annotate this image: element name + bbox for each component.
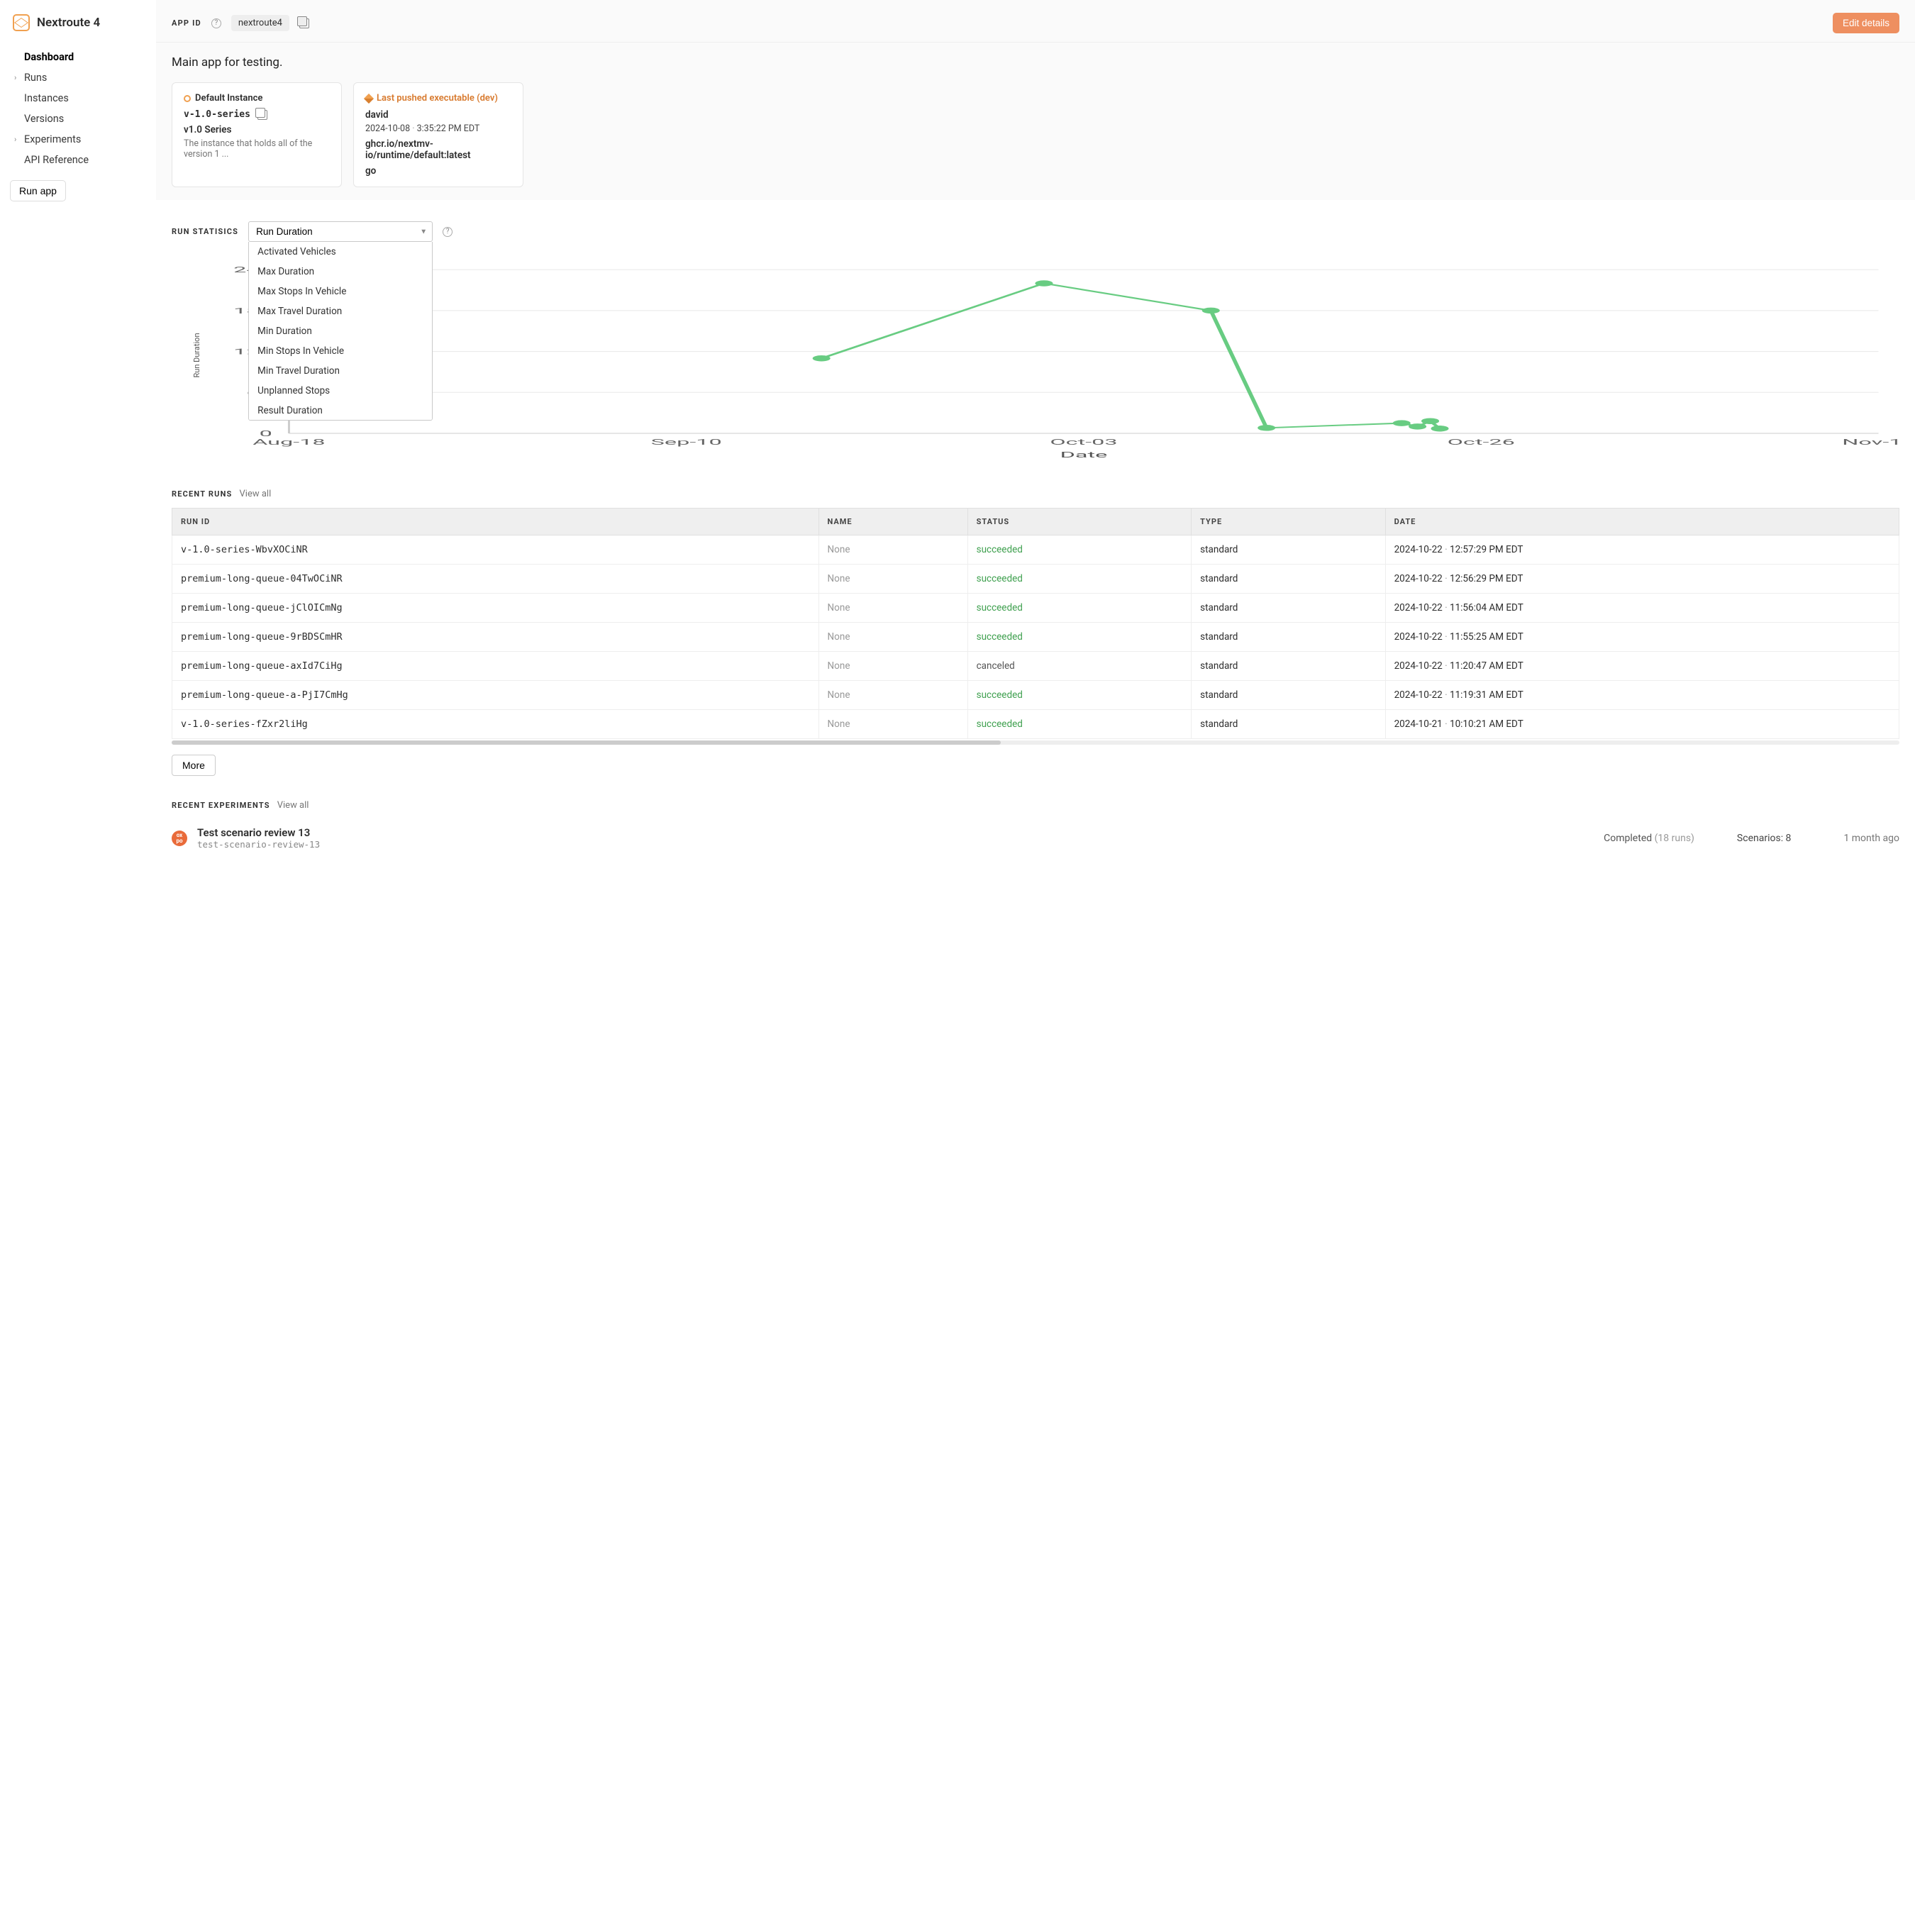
help-icon[interactable]: ? xyxy=(211,18,221,28)
experiment-age: 1 month ago xyxy=(1843,833,1899,844)
edit-details-button[interactable]: Edit details xyxy=(1833,13,1899,33)
table-header: NAME xyxy=(818,509,967,535)
svg-text:Date: Date xyxy=(1060,450,1108,460)
card-header: Default Instance xyxy=(195,93,262,104)
experiment-scenarios: Scenarios: 8 xyxy=(1737,833,1792,844)
svg-text:Sep-10: Sep-10 xyxy=(651,438,722,447)
dropdown-option[interactable]: Result Duration xyxy=(249,401,432,421)
pushed-date: 2024-10-08 xyxy=(365,123,410,134)
sidebar-item-experiments[interactable]: ›Experiments xyxy=(10,129,145,150)
dropdown-option[interactable]: Unplanned Stops xyxy=(249,381,432,401)
dropdown-option[interactable]: Min Travel Duration xyxy=(249,361,432,381)
table-row[interactable]: premium-long-queue-04TwOCiNRNonesucceede… xyxy=(172,565,1899,594)
pushed-user: david xyxy=(365,109,511,121)
table-row[interactable]: premium-long-queue-jClOICmNgNonesucceede… xyxy=(172,594,1899,623)
help-icon[interactable]: ? xyxy=(443,227,453,237)
stats-metric-menu: Activated VehiclesMax DurationMax Stops … xyxy=(248,242,433,421)
main-content: APP ID ? nextroute4 Edit details Main ap… xyxy=(156,0,1915,1932)
experiment-title: Test scenario review 13 xyxy=(197,826,320,839)
more-runs-button[interactable]: More xyxy=(172,755,216,776)
copy-icon[interactable] xyxy=(257,110,267,120)
sidebar-nav: Dashboard›RunsInstancesVersions›Experime… xyxy=(10,47,145,170)
experiment-badge-icon: oxpo xyxy=(172,831,187,846)
experiment-subtitle: test-scenario-review-13 xyxy=(197,839,320,850)
stats-metric-dropdown[interactable]: ▼ Activated VehiclesMax DurationMax Stop… xyxy=(248,221,433,242)
recent-experiments-section: RECENT EXPERIMENTS View all oxpo Test sc… xyxy=(156,793,1915,874)
stats-header: RUN STATISICS xyxy=(172,227,238,236)
view-all-runs-link[interactable]: View all xyxy=(240,489,272,499)
copy-icon[interactable] xyxy=(299,18,309,28)
app-logo-row: Nextroute 4 xyxy=(10,14,145,31)
app-logo-icon xyxy=(13,14,30,31)
last-pushed-card[interactable]: Last pushed executable (dev) david 2024-… xyxy=(353,82,523,187)
dropdown-option[interactable]: Min Duration xyxy=(249,321,432,341)
card-header: Last pushed executable (dev) xyxy=(377,93,498,104)
recent-experiments-header: RECENT EXPERIMENTS xyxy=(172,801,270,810)
topbar: APP ID ? nextroute4 Edit details xyxy=(156,0,1915,43)
table-scrollbar[interactable] xyxy=(172,740,1899,745)
table-header: STATUS xyxy=(967,509,1192,535)
experiment-runs: (18 runs) xyxy=(1655,833,1694,844)
dropdown-option[interactable]: Max Travel Duration xyxy=(249,301,432,321)
sidebar-item-label: Instances xyxy=(24,92,69,104)
dropdown-option[interactable]: Min Stops In Vehicle xyxy=(249,341,432,361)
recent-runs-table: RUN IDNAMESTATUSTYPEDATE v-1.0-series-Wb… xyxy=(172,508,1899,739)
experiment-status: Completed xyxy=(1604,833,1652,844)
instance-icon xyxy=(184,95,191,102)
default-instance-card[interactable]: Default Instance v-1.0-series v1.0 Serie… xyxy=(172,82,342,187)
svg-text:Oct-03: Oct-03 xyxy=(1050,438,1117,447)
recent-runs-section: RECENT RUNS View all RUN IDNAMESTATUSTYP… xyxy=(156,472,1915,793)
svg-text:0: 0 xyxy=(260,429,272,438)
sidebar-item-dashboard[interactable]: Dashboard xyxy=(10,47,145,67)
stats-metric-input[interactable] xyxy=(248,221,433,242)
executable-icon xyxy=(364,93,374,103)
table-row[interactable]: premium-long-queue-a-PjI7CmHgNonesucceed… xyxy=(172,681,1899,710)
instance-id: v-1.0-series xyxy=(184,109,250,120)
svg-text:Oct-26: Oct-26 xyxy=(1448,438,1515,447)
sidebar-item-api-reference[interactable]: API Reference xyxy=(10,150,145,170)
dropdown-option[interactable]: Max Stops In Vehicle xyxy=(249,282,432,301)
table-row[interactable]: premium-long-queue-9rBDSCmHRNonesucceede… xyxy=(172,623,1899,652)
table-header: RUN ID xyxy=(172,509,819,535)
experiment-row[interactable]: oxpo Test scenario review 13 test-scenar… xyxy=(172,819,1899,857)
run-app-button[interactable]: Run app xyxy=(10,180,66,201)
sidebar-item-label: Experiments xyxy=(24,133,81,145)
sidebar-item-label: Dashboard xyxy=(24,51,74,63)
run-statistics-section: RUN STATISICS ▼ Activated VehiclesMax Du… xyxy=(156,200,1915,472)
dropdown-option[interactable]: Max Duration xyxy=(249,262,432,282)
instance-desc: The instance that holds all of the versi… xyxy=(184,138,330,160)
chevron-right-icon: › xyxy=(14,135,21,144)
run-duration-chart: Run Duration 060120180240Aug-18Sep-10Oct… xyxy=(184,249,1899,462)
sidebar-item-instances[interactable]: Instances xyxy=(10,88,145,109)
table-row[interactable]: v-1.0-series-fZxr2liHgNonesucceededstand… xyxy=(172,710,1899,739)
svg-text:Nov-19: Nov-19 xyxy=(1842,438,1899,447)
chevron-right-icon: › xyxy=(14,73,21,82)
instance-title: v1.0 Series xyxy=(184,124,330,135)
app-name: Nextroute 4 xyxy=(37,16,100,30)
sidebar: Nextroute 4 Dashboard›RunsInstancesVersi… xyxy=(0,0,156,1932)
app-id-value: nextroute4 xyxy=(238,18,282,28)
app-description: Main app for testing. xyxy=(172,55,1899,70)
app-id-label: APP ID xyxy=(172,18,201,28)
sidebar-item-label: Versions xyxy=(24,113,64,125)
table-header: TYPE xyxy=(1192,509,1385,535)
sidebar-item-runs[interactable]: ›Runs xyxy=(10,67,145,88)
pushed-time: 3:35:22 PM EDT xyxy=(412,123,479,134)
table-header: DATE xyxy=(1385,509,1899,535)
dropdown-option[interactable]: Activated Vehicles xyxy=(249,242,432,262)
recent-runs-header: RECENT RUNS xyxy=(172,489,233,499)
table-row[interactable]: v-1.0-series-WbvXOCiNRNonesucceededstand… xyxy=(172,535,1899,565)
sidebar-item-label: API Reference xyxy=(24,154,89,166)
view-all-experiments-link[interactable]: View all xyxy=(277,800,309,811)
sidebar-item-versions[interactable]: Versions xyxy=(10,109,145,129)
pushed-lang: go xyxy=(365,165,511,177)
app-id-chip: nextroute4 xyxy=(231,15,289,31)
sidebar-item-label: Runs xyxy=(24,72,47,84)
y-axis-label: Run Duration xyxy=(192,333,201,377)
pushed-image: ghcr.io/nextmv-io/runtime/default:latest xyxy=(365,138,511,161)
svg-text:Aug-18: Aug-18 xyxy=(252,438,325,447)
table-row[interactable]: premium-long-queue-axId7CiHgNonecanceled… xyxy=(172,652,1899,681)
